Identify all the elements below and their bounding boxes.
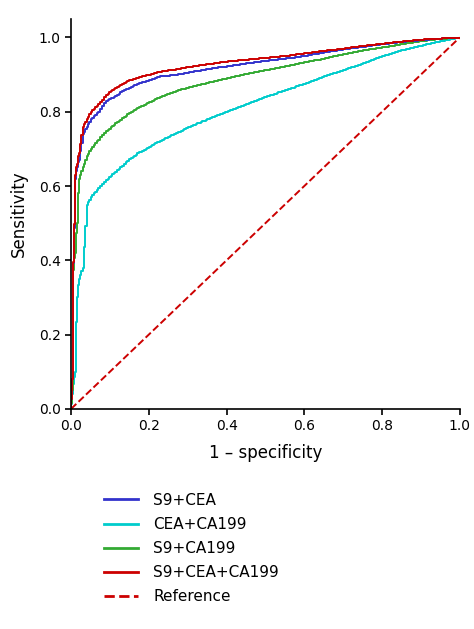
Y-axis label: Sensitivity: Sensitivity bbox=[9, 170, 27, 257]
X-axis label: 1 – specificity: 1 – specificity bbox=[209, 444, 322, 462]
Legend: S9+CEA, CEA+CA199, S9+CA199, S9+CEA+CA199, Reference: S9+CEA, CEA+CA199, S9+CA199, S9+CEA+CA19… bbox=[98, 487, 285, 611]
